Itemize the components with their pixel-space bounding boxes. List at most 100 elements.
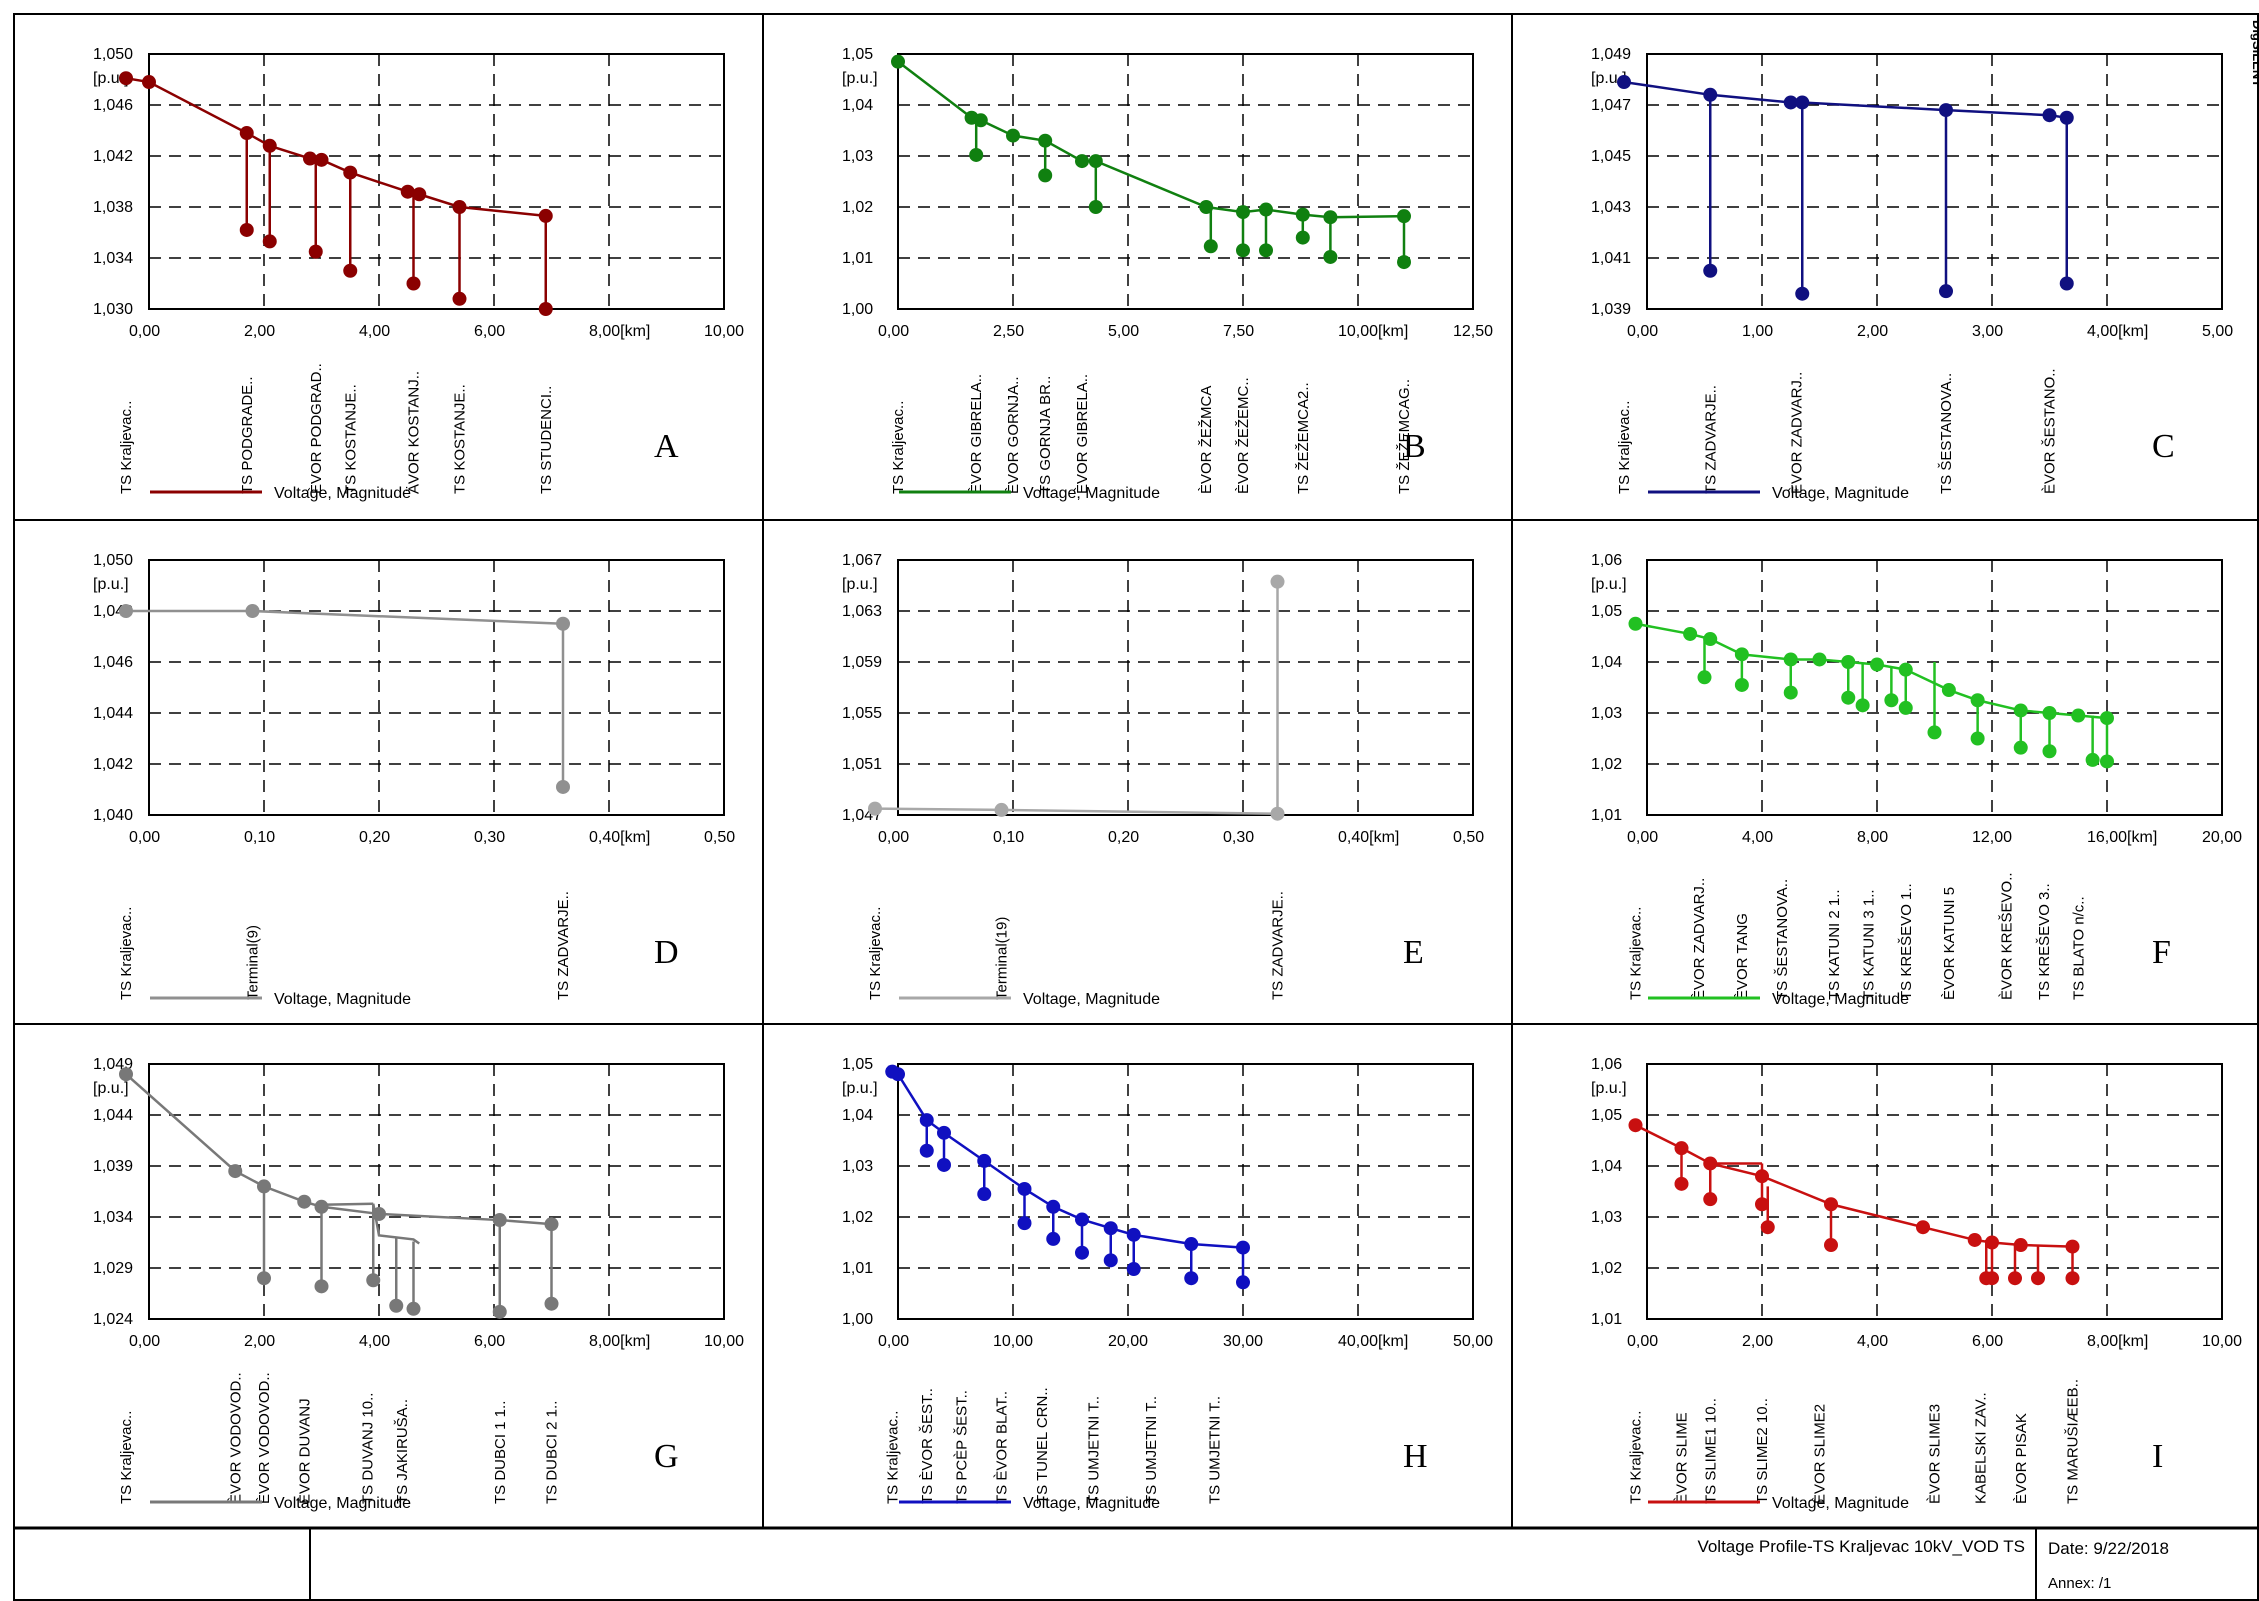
- y-tick-label: 1,05: [842, 1056, 873, 1073]
- y-tick-label: 1,038: [93, 199, 133, 216]
- panel-letter: C: [2152, 428, 2175, 465]
- y-tick-label: 1,055: [842, 705, 882, 722]
- data-point: [1970, 731, 1985, 746]
- bus-label: Terminal(19): [994, 917, 1011, 1000]
- data-point: [314, 1279, 329, 1294]
- chart-panel-g: 1,0241,0291,0341,0391,0441,049[p.u.]0,00…: [93, 1056, 744, 1512]
- bus-label: TS Kraljevac..: [118, 907, 135, 1000]
- bus-label: ÈVOR PODGRAD..: [308, 363, 325, 494]
- y-tick-label: 1,00: [842, 1311, 873, 1328]
- data-point: [2031, 1271, 2045, 1286]
- y-tick-label: 1,051: [842, 756, 882, 773]
- data-point: [343, 165, 358, 180]
- x-tick-label: 12,00: [1972, 829, 2012, 846]
- bus-label: TS UMJETNI T..: [1143, 1396, 1160, 1504]
- x-tick-label: 8,00[km]: [589, 323, 650, 340]
- data-point: [142, 75, 156, 90]
- data-point: [239, 222, 254, 237]
- bus-label: TS ÈVOR BLAT..: [994, 1391, 1011, 1504]
- x-tick-label: 50,00: [1453, 1333, 1493, 1350]
- bus-label: TS ŠESTANOVA..: [1774, 879, 1791, 1000]
- x-tick-label: 6,00: [474, 323, 505, 340]
- data-point: [1812, 652, 1827, 667]
- bus-label: TS DUBCI 2 1..: [544, 1401, 561, 1504]
- bus-label: TS SLIME1 10..: [1702, 1398, 1719, 1504]
- data-point: [257, 1179, 271, 1194]
- y-tick-label: 1,01: [1591, 807, 1622, 824]
- bus-label: TS Kraljevac..: [1628, 907, 1645, 1000]
- data-point: [1397, 209, 1411, 224]
- plot-frame: [1646, 559, 2223, 816]
- x-tick-label: 6,00: [474, 1333, 505, 1350]
- bus-label: ÈVOR GIBRELA..: [968, 374, 985, 494]
- x-tick-label: 0,10: [244, 829, 275, 846]
- data-point: [1755, 1169, 1769, 1184]
- chart-panel-f: 1,01 1,02 1,03 1,04 1,05 1,06 [p.u.] 0,00 4,00 8,…: [1591, 552, 2242, 1008]
- data-point: [538, 302, 553, 316]
- data-point: [2085, 752, 2100, 767]
- data-point: [2065, 1239, 2080, 1254]
- data-point: [412, 187, 427, 202]
- plot-frame: [897, 1063, 1474, 1320]
- x-tick-label: 4,00: [1742, 829, 1773, 846]
- bus-label: TS Kraljevac..: [1616, 401, 1633, 494]
- y-tick-label: 1,029: [93, 1260, 133, 1277]
- bus-label: ÈVOR VODOVOD..: [256, 1372, 273, 1504]
- bus-label: TS KOSTANJE..: [452, 384, 469, 494]
- data-point: [343, 263, 358, 278]
- bus-label: TS KREŠEVO 1..: [1898, 883, 1915, 1000]
- plot-frame: [148, 559, 725, 816]
- data-point: [239, 126, 254, 141]
- data-point: [1841, 690, 1856, 705]
- data-point: [1985, 1235, 1999, 1250]
- data-point: [1038, 133, 1053, 148]
- data-point: [556, 616, 570, 631]
- bus-label: ÈVOR ŠESTANO..: [2042, 368, 2059, 494]
- x-tick-label: 4,00: [359, 1333, 390, 1350]
- x-tick-label: 40,00[km]: [1338, 1333, 1408, 1350]
- data-point: [1703, 1192, 1718, 1207]
- data-point: [1046, 1199, 1061, 1214]
- x-tick-label: 6,00: [1972, 1333, 2003, 1350]
- data-point: [2013, 703, 2028, 718]
- x-tick-label: 0,00: [878, 323, 909, 340]
- plot-frame: [148, 53, 725, 310]
- bus-label: ÈVOR SLIME2: [1812, 1404, 1829, 1504]
- data-point: [1703, 87, 1718, 102]
- x-tick-label: 10,00[km]: [1338, 323, 1408, 340]
- data-point: [1939, 103, 1953, 118]
- data-point: [228, 1164, 243, 1179]
- footer-title: Voltage Profile-TS Kraljevac 10kV_VOD TS: [1697, 1537, 2025, 1556]
- sheet-frame: [13, 13, 2259, 1601]
- x-tick-label: 8,00: [1857, 829, 1888, 846]
- x-tick-label: 0,00: [129, 1333, 160, 1350]
- data-point: [1259, 202, 1273, 217]
- y-tick-label: 1,050: [93, 552, 133, 569]
- data-point: [1674, 1176, 1689, 1191]
- y-tick-label: 1,03: [842, 148, 873, 165]
- data-point: [891, 1067, 905, 1082]
- x-tick-label: 5,00: [2202, 323, 2233, 340]
- panel-letter: G: [654, 1438, 679, 1475]
- data-point: [2059, 276, 2074, 291]
- bus-label: ÈVOR SLIME3: [1927, 1404, 1944, 1504]
- y-tick-label: 1,041: [1591, 250, 1631, 267]
- legend-label: Voltage, Magnitude: [1023, 1495, 1160, 1512]
- data-point: [119, 604, 133, 618]
- bus-label: ÈVOR GIBRELA..: [1074, 374, 1091, 494]
- x-tick-label: 8,00[km]: [2087, 1333, 2148, 1350]
- bus-label: TS ŽEŽEMCA2..: [1295, 382, 1312, 494]
- x-tick-label: 20,00: [1108, 1333, 1148, 1350]
- data-point: [1734, 677, 1749, 692]
- x-tick-label: 0,00: [129, 323, 160, 340]
- y-tick-label: 1,034: [93, 250, 133, 267]
- panel-letter: F: [2152, 934, 2171, 971]
- y-tick-label: 1,046: [93, 97, 133, 114]
- x-tick-label: 20,00: [2202, 829, 2242, 846]
- x-tick-label: 0,10: [993, 829, 1024, 846]
- legend-label: Voltage, Magnitude: [274, 1495, 411, 1512]
- bus-label: TS ŠESTANOVA..: [1938, 373, 1955, 494]
- data-point: [891, 54, 905, 69]
- plot-frame: [897, 53, 1474, 310]
- data-point: [372, 1206, 386, 1221]
